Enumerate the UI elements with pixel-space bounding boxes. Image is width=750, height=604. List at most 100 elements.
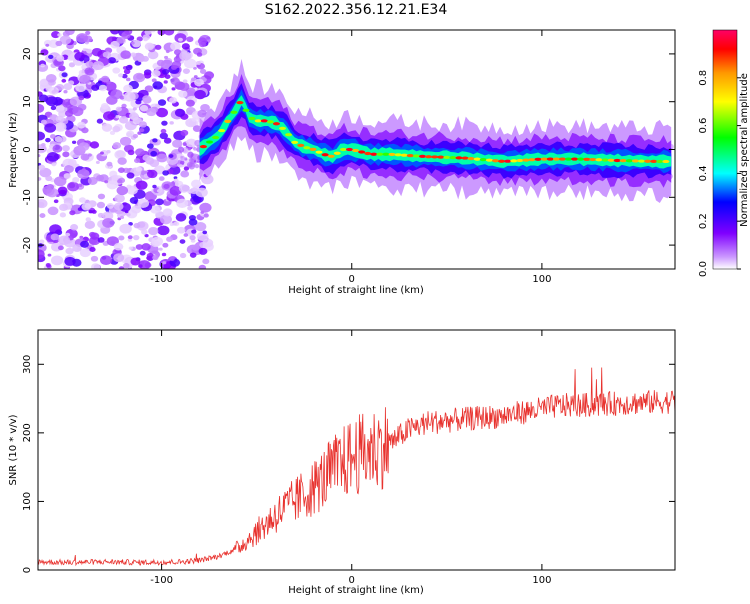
spectrogram-noise-blob xyxy=(48,54,54,60)
spectrogram-noise-blob xyxy=(183,166,190,171)
spectrogram-noise-blob xyxy=(123,84,133,93)
snr-series-line xyxy=(38,367,675,567)
spectrogram-ridge-core xyxy=(364,151,372,156)
spectrogram-y-tick-label: 10 xyxy=(22,95,33,108)
spectrogram-noise-blob xyxy=(159,132,168,140)
spectrogram-noise-blob xyxy=(137,198,150,209)
spectrogram-noise-blob xyxy=(135,180,148,190)
spectrogram-y-tick-label: 0 xyxy=(22,146,33,152)
spectrogram-noise-blob xyxy=(39,239,45,244)
spectrogram-noise-blob xyxy=(196,52,203,57)
spectrogram-noise-blob xyxy=(80,240,89,248)
chart-title: S162.2022.356.12.21.E34 xyxy=(265,2,448,18)
spectrogram-noise-blob xyxy=(169,256,175,261)
spectrogram-noise-blob xyxy=(175,213,187,222)
spectrogram-ridge-core xyxy=(230,110,238,114)
spectrogram-noise-blob xyxy=(170,41,181,51)
spectrogram-noise-blob xyxy=(100,75,110,83)
spectrogram-noise-blob xyxy=(192,125,202,133)
spectrogram-noise-blob xyxy=(152,184,157,189)
spectrogram-noise-blob xyxy=(152,138,158,143)
spectrogram-noise-blob xyxy=(38,103,45,113)
spectrogram-noise-blob xyxy=(155,198,164,206)
spectrogram-noise-blob xyxy=(156,189,162,193)
spectrogram-noise-blob xyxy=(158,176,165,181)
snr-ticks: -100 0 100 0 100 200 300 xyxy=(22,330,675,586)
colorbar-tick-label: 0.6 xyxy=(698,118,709,134)
spectrogram-noise-blob xyxy=(78,69,86,76)
spectrogram-noise-blob xyxy=(91,209,97,214)
spectrogram-noise-blob xyxy=(113,242,124,251)
spectrogram-noise-blob xyxy=(97,193,106,200)
spectrogram-noise-blob xyxy=(54,122,67,132)
spectrogram-ridge-core xyxy=(644,159,652,163)
spectrogram-ridge-core xyxy=(382,152,390,156)
spectrogram-noise-blob xyxy=(49,134,56,139)
spectrogram-noise-blob xyxy=(45,74,57,83)
spectrogram-noise-blob xyxy=(67,158,77,167)
spectrogram-noise-blob xyxy=(38,154,41,158)
spectrogram-noise-blob xyxy=(131,39,142,48)
spectrogram-ridge-core xyxy=(376,152,384,156)
spectrogram-noise-blob xyxy=(135,99,142,105)
spectrogram-noise-blob xyxy=(155,103,161,108)
spectrogram-noise-blob xyxy=(67,181,80,192)
spectrogram-noise-blob xyxy=(79,74,91,85)
spectrogram-noise-blob xyxy=(180,170,190,178)
spectrogram-noise-blob xyxy=(182,68,190,75)
spectrogram-faint-blob xyxy=(196,160,200,163)
spectrogram-noise-blob xyxy=(138,121,147,128)
spectrogram-ridge-core xyxy=(206,140,214,144)
snr-x-tick-label: 100 xyxy=(532,575,551,586)
colorbar-label: Normalized spectral amplitude xyxy=(739,73,750,227)
spectrogram-ridge-core xyxy=(540,157,548,161)
spectrogram-noise-blob xyxy=(117,167,125,173)
spectrogram-noise-blob xyxy=(134,158,141,164)
spectrogram-x-tick-label: 100 xyxy=(532,274,551,285)
spectrogram-noise-blob xyxy=(148,50,158,58)
spectrogram-ridge-core xyxy=(546,157,554,161)
spectrogram-noise-blob xyxy=(91,263,101,269)
spectrogram-ridge-core xyxy=(595,158,603,162)
spectrogram-faint-blob xyxy=(194,163,200,169)
spectrogram-noise-blob xyxy=(130,41,135,45)
spectrogram-noise-blob xyxy=(162,208,173,217)
spectrogram-ridge-core xyxy=(291,140,299,144)
spectrogram-ridge-core xyxy=(558,157,566,161)
spectrogram-noise-blob xyxy=(56,55,65,62)
spectrogram-ridge-core xyxy=(631,159,639,163)
spectrogram-noise-blob xyxy=(58,235,70,245)
spectrogram-noise-blob xyxy=(106,150,111,154)
spectrogram-ridge-core xyxy=(522,158,530,162)
spectrogram-noise-blob xyxy=(152,255,159,261)
spectrogram-noise-blob xyxy=(163,30,175,36)
spectrogram-noise-blob xyxy=(61,72,68,78)
spectrogram-ridge-core xyxy=(260,119,268,123)
spectrogram-noise-blob xyxy=(112,67,121,74)
spectrogram-noise-blob xyxy=(154,44,162,50)
spectrogram-noise-blob xyxy=(114,194,125,203)
snr-x-axis-label: Height of straight line (km) xyxy=(288,585,424,596)
spectrogram-ridge-core xyxy=(315,150,323,154)
spectrogram-noise-blob xyxy=(151,236,164,247)
spectrogram-noise-blob xyxy=(198,247,208,255)
spectrogram-noise-blob xyxy=(61,145,70,152)
spectrogram-ridge-core xyxy=(467,156,475,161)
spectrogram-noise-blob xyxy=(106,203,115,209)
spectrogram-noise-blob xyxy=(184,58,197,69)
spectrogram-noise-blob xyxy=(76,33,89,43)
spectrogram-noise-blob xyxy=(141,229,148,235)
spectrogram-noise-blob xyxy=(77,121,86,129)
spectrogram-noise-blob xyxy=(119,116,129,124)
spectrogram-noise-blob xyxy=(70,224,79,231)
spectrogram-noise-blob xyxy=(185,138,197,148)
spectrogram-noise-blob xyxy=(104,180,109,184)
spectrogram-noise-blob xyxy=(75,83,87,93)
spectrogram-noise-blob xyxy=(51,31,61,39)
spectrogram-noise-blob xyxy=(71,140,77,144)
spectrogram-ridge-core xyxy=(534,157,542,161)
colorbar-tick-label: 0.4 xyxy=(698,165,709,181)
spectrogram-noise-blob xyxy=(195,187,208,198)
spectrogram-noise-blob xyxy=(129,196,139,204)
spectrogram-noise-blob xyxy=(102,111,115,121)
